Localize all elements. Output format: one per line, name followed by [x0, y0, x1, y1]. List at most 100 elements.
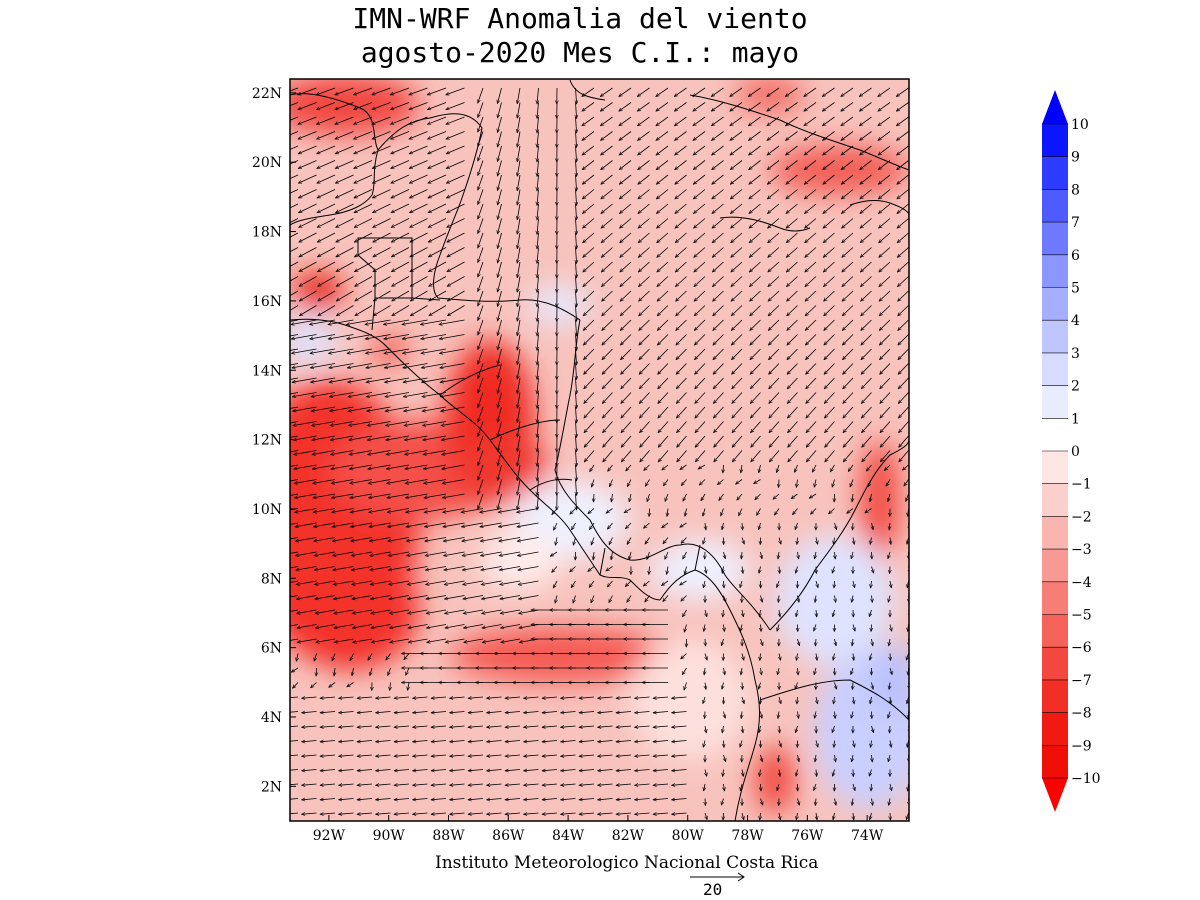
wind-vector — [860, 145, 872, 155]
wind-vector — [676, 290, 687, 301]
wind-vector — [675, 189, 687, 199]
wind-vector — [446, 203, 465, 214]
wind-vector — [299, 218, 317, 228]
wind-vector — [601, 232, 613, 243]
wind-vector — [896, 87, 909, 97]
wind-vector — [748, 87, 761, 97]
wind-vector — [657, 334, 669, 346]
wind-vector — [576, 189, 577, 206]
wind-vector — [860, 160, 872, 170]
lat-tick-label: 16N — [252, 294, 282, 310]
wind-vector — [335, 87, 354, 95]
wind-vector — [601, 189, 613, 199]
wind-vector — [603, 421, 613, 433]
wind-vector — [385, 377, 410, 382]
wind-vector — [290, 87, 299, 92]
lon-tick-label: 90W — [373, 828, 406, 844]
wind-vector — [676, 377, 687, 389]
wind-vector — [310, 348, 336, 353]
wind-vector — [446, 189, 465, 199]
wind-vector — [619, 203, 632, 214]
wind-vector — [582, 203, 595, 214]
wind-vector — [824, 406, 835, 418]
wind-vector — [497, 218, 502, 234]
wind-vector — [823, 174, 835, 184]
wind-vector — [898, 305, 909, 316]
wind-vector — [694, 276, 706, 287]
wind-vector — [422, 406, 447, 411]
wind-vector — [299, 261, 317, 272]
colorbar-swatch — [1042, 287, 1068, 321]
wind-vector — [290, 189, 299, 194]
wind-vector — [478, 261, 484, 277]
wind-vector — [583, 247, 595, 258]
wind-vector — [601, 203, 613, 214]
wind-vector — [346, 319, 373, 325]
wind-vector — [657, 305, 669, 316]
wind-vector — [446, 87, 465, 95]
wind-vector — [478, 247, 484, 263]
wind-vector — [385, 392, 410, 397]
wind-vector — [712, 261, 724, 272]
wind-vector — [841, 102, 854, 112]
wind-vector — [750, 319, 761, 330]
wind-vector — [842, 305, 854, 316]
wind-vector — [291, 334, 317, 339]
wind-vector — [841, 87, 854, 97]
wind-vector — [732, 363, 743, 375]
wind-vector — [638, 247, 650, 258]
colorbar-swatch — [1042, 745, 1068, 778]
wind-vector — [785, 116, 798, 126]
wind-vector — [367, 421, 391, 426]
wind-vector — [804, 87, 817, 97]
wind-vector — [804, 116, 817, 126]
wind-vector — [768, 232, 780, 243]
wind-vector — [861, 334, 872, 346]
wind-vector — [309, 319, 336, 325]
wind-vector — [695, 392, 706, 404]
wind-vector — [447, 305, 465, 316]
lon-tick-label: 88W — [432, 828, 465, 844]
wind-vector — [410, 218, 428, 228]
wind-vector — [898, 392, 909, 404]
wind-vector — [860, 276, 872, 287]
wind-vector — [823, 218, 835, 229]
wind-vector — [768, 290, 780, 301]
wind-vector — [841, 145, 854, 155]
colorbar-label: 3 — [1071, 346, 1080, 362]
wind-vector — [517, 348, 521, 365]
wind-vector — [576, 261, 577, 278]
wind-vector — [478, 363, 484, 379]
wind-vector — [290, 261, 299, 267]
wind-vector — [583, 218, 595, 229]
wind-vector — [824, 392, 835, 404]
wind-vector — [601, 247, 613, 258]
wind-vector — [298, 189, 317, 199]
wind-vector — [695, 421, 706, 433]
wind-vector — [675, 145, 687, 155]
wind-vector — [761, 783, 762, 791]
wind-vector — [730, 116, 743, 126]
wind-vector — [787, 392, 798, 404]
wind-vector — [748, 131, 761, 141]
colorbar-label: 2 — [1071, 379, 1080, 395]
wind-vector — [767, 116, 780, 126]
wind-vector — [788, 421, 798, 433]
wind-vector — [353, 87, 373, 95]
wind-vector — [582, 87, 595, 97]
wind-vector — [852, 682, 853, 690]
wind-vector — [576, 87, 577, 104]
wind-vector — [290, 247, 299, 253]
wind-vector — [422, 421, 447, 426]
wind-vector — [291, 319, 317, 325]
wind-vector — [694, 232, 706, 243]
colorbar-swatch — [1042, 712, 1068, 746]
wind-vector — [328, 334, 354, 339]
wind-vector — [537, 87, 538, 104]
wind-vector — [365, 319, 391, 325]
wind-vector — [404, 406, 428, 411]
wind-vector — [677, 421, 687, 433]
wind-vector — [693, 160, 706, 170]
wind-vector — [823, 203, 835, 214]
wind-vector — [317, 247, 336, 258]
